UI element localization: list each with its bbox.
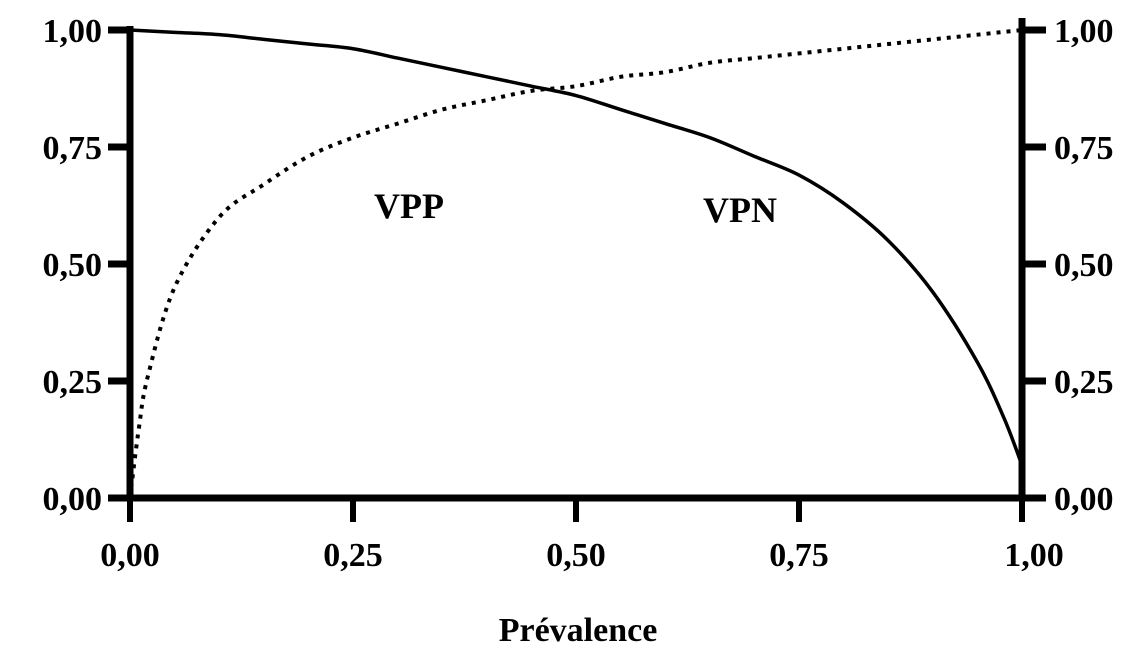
ticks xyxy=(108,26,1046,522)
y-tick-label-left: 0,00 xyxy=(43,481,103,518)
y-tick-label-left: 0,50 xyxy=(43,247,103,284)
x-axis-title: Prévalence xyxy=(499,612,658,648)
x-tick-label: 1,00 xyxy=(1004,537,1064,574)
y-tick-label-left: 0,25 xyxy=(43,364,103,401)
y-tick-label-right: 1,00 xyxy=(1054,13,1114,50)
series-line-vpp xyxy=(128,28,1023,499)
y-tick-label-right: 0,50 xyxy=(1054,247,1114,284)
series-line-vpn xyxy=(129,28,1024,466)
tick-labels: 0,00 0,25 0,50 0,75 1,00 0,00 0,25 0,50 0,75 1,00… xyxy=(43,13,1114,574)
y-tick-label-right: 0,75 xyxy=(1054,130,1114,167)
plot-area xyxy=(128,28,1024,499)
y-tick-label-right: 0,25 xyxy=(1054,364,1114,401)
x-tick-label: 0,25 xyxy=(323,537,383,574)
curve-label-vpp: VPP xyxy=(374,186,444,226)
x-tick-label: 0,50 xyxy=(546,537,606,574)
axes xyxy=(126,18,1026,502)
curve-label-vpn: VPN xyxy=(703,190,777,230)
y-tick-label-left: 1,00 xyxy=(43,13,103,50)
y-tick-label-left: 0,75 xyxy=(43,130,103,167)
x-tick-label: 0,00 xyxy=(100,537,160,574)
x-tick-label: 0,75 xyxy=(769,537,829,574)
y-tick-label-right: 0,00 xyxy=(1054,481,1114,518)
